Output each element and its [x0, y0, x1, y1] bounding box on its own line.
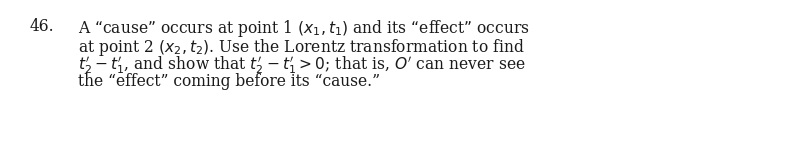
Text: A “cause” occurs at point 1 $(x_1, t_1)$ and its “effect” occurs: A “cause” occurs at point 1 $(x_1, t_1)$…: [78, 18, 530, 39]
Text: the “effect” coming before its “cause.”: the “effect” coming before its “cause.”: [78, 73, 380, 90]
Text: $t_2' - t_1'$, and show that $t_2' - t_1' > 0$; that is, $O'$ can never see: $t_2' - t_1'$, and show that $t_2' - t_1…: [78, 55, 526, 76]
Text: at point 2 $(x_2, t_2)$. Use the Lorentz transformation to find: at point 2 $(x_2, t_2)$. Use the Lorentz…: [78, 37, 524, 58]
Text: 46.: 46.: [30, 18, 55, 35]
